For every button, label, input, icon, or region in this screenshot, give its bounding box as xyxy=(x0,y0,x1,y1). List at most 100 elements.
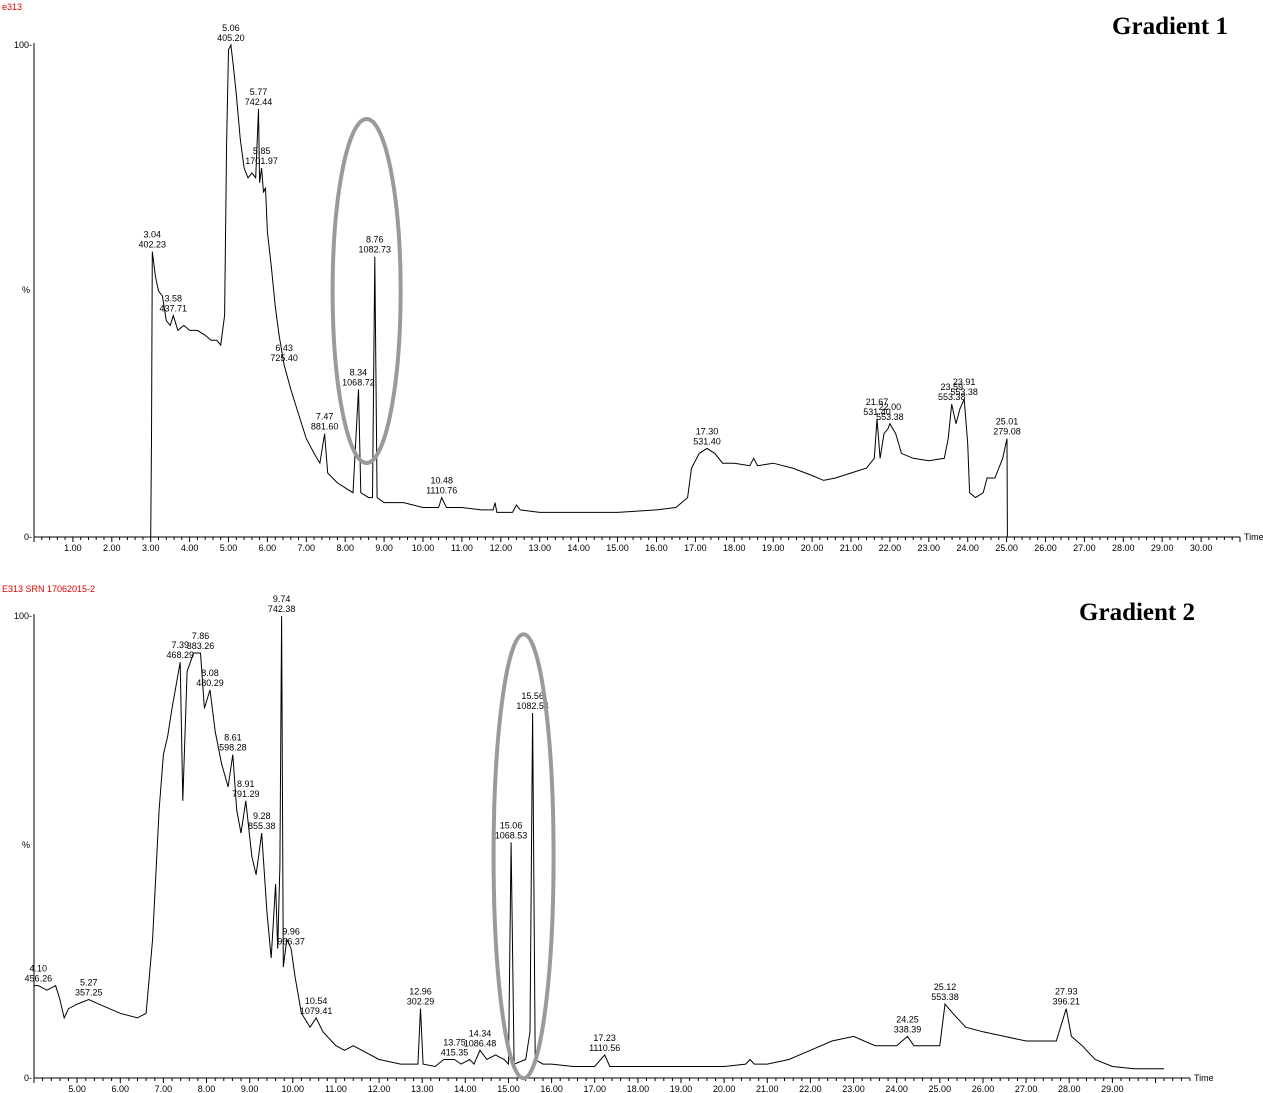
x-tick-marks xyxy=(33,537,1241,542)
peak-mass: 725.40 xyxy=(270,353,298,363)
peak-label: 25.01 279.08 xyxy=(993,417,1021,437)
x-tick-label: 13.00 xyxy=(411,1084,434,1093)
x-tick-label: 19.00 xyxy=(762,543,785,553)
y-axis-label: % xyxy=(22,840,30,850)
peak-label: 9.74 742.38 xyxy=(268,594,296,614)
peak-mass: 531.40 xyxy=(693,436,721,446)
peak-label: 8.76 1082.73 xyxy=(359,235,392,255)
peak-label: 5.85 1701.97 xyxy=(245,146,278,166)
x-tick-label: 23.00 xyxy=(842,1084,865,1093)
peak-mass: 791.29 xyxy=(232,789,260,799)
peak-label: 9.96 966.37 xyxy=(277,927,305,947)
peak-mass: 468.29 xyxy=(166,650,194,660)
peak-mass: 402.23 xyxy=(139,240,167,250)
peak-mass: 396.21 xyxy=(1052,997,1080,1007)
peak-label: 17.23 1110.56 xyxy=(589,1033,620,1053)
x-tick-label: 30.00 xyxy=(1190,543,1213,553)
peak-label: 15.56 1082.54 xyxy=(516,691,549,711)
peak-retention-time: 9.96 xyxy=(282,927,300,937)
peak-retention-time: 25.12 xyxy=(934,982,957,992)
x-tick-label: 5.00 xyxy=(220,543,238,553)
chart-header-label: E313 SRN 17062015-2 xyxy=(2,584,95,594)
peak-retention-time: 23.59 xyxy=(940,382,963,392)
chromatogram-trace xyxy=(34,615,1165,1070)
peak-mass: 480.29 xyxy=(196,678,224,688)
highlight-ellipse xyxy=(491,632,556,1081)
peak-retention-time: 7.86 xyxy=(192,631,210,641)
x-tick-label: 10.00 xyxy=(282,1084,305,1093)
y-tick-label: 100- xyxy=(14,40,32,50)
peak-mass: 553.38 xyxy=(876,412,904,422)
peak-mass: 742.44 xyxy=(245,97,273,107)
peak-retention-time: 10.48 xyxy=(430,476,453,486)
x-tick-label: 2.00 xyxy=(103,543,121,553)
peak-retention-time: 9.28 xyxy=(253,811,271,821)
peak-retention-time: 5.85 xyxy=(253,146,271,156)
x-tick-label: 25.00 xyxy=(929,1084,952,1093)
peak-label: 5.77 742.44 xyxy=(245,87,273,107)
x-tick-label: 21.00 xyxy=(840,543,863,553)
peak-mass: 1082.54 xyxy=(516,701,549,711)
y-axis-label: % xyxy=(22,285,30,295)
peak-label: 3.04 402.23 xyxy=(139,230,167,250)
peak-label: 23.91 553.38 xyxy=(950,377,978,397)
peak-retention-time: 22.00 xyxy=(879,402,902,412)
peak-retention-time: 17.23 xyxy=(593,1033,616,1043)
peak-label: 10.54 1079.41 xyxy=(300,996,333,1016)
x-tick-label: 20.00 xyxy=(801,543,824,553)
peak-mass: 966.37 xyxy=(277,937,305,947)
peak-label: 6.43 725.40 xyxy=(270,343,298,363)
x-tick-label: 18.00 xyxy=(627,1084,650,1093)
peak-label: 13.75 415.35 xyxy=(441,1038,469,1058)
peak-mass: 855.38 xyxy=(248,821,276,831)
x-tick-label: 13.00 xyxy=(528,543,551,553)
chart-header-label: e313 xyxy=(2,2,22,12)
x-tick-label: 28.00 xyxy=(1058,1084,1081,1093)
peak-label: 8.91 791.29 xyxy=(232,779,260,799)
peak-mass: 415.35 xyxy=(441,1048,469,1058)
x-axis-label: Time xyxy=(1244,532,1263,542)
x-tick-label: 17.00 xyxy=(583,1084,606,1093)
peak-mass: 1082.73 xyxy=(359,245,392,255)
peak-label: 7.86 383.26 xyxy=(187,631,215,651)
y-tick-label: 0- xyxy=(24,532,32,542)
peak-mass: 338.39 xyxy=(894,1024,922,1034)
peak-mass: 456.26 xyxy=(25,974,53,984)
peak-retention-time: 6.43 xyxy=(275,343,293,353)
peak-mass: 405.20 xyxy=(217,33,245,43)
peak-mass: 553.38 xyxy=(950,387,978,397)
x-tick-label: 16.00 xyxy=(540,1084,563,1093)
x-tick-label: 7.00 xyxy=(155,1084,173,1093)
peak-mass: 1068.72 xyxy=(342,377,375,387)
x-tick-label: 29.00 xyxy=(1101,1084,1124,1093)
x-tick-label: 26.00 xyxy=(972,1084,995,1093)
x-tick-label: 15.00 xyxy=(497,1084,520,1093)
peak-mass: 1086.48 xyxy=(464,1038,497,1048)
peak-label: 22.00 553.38 xyxy=(876,402,904,422)
peak-mass: 279.08 xyxy=(993,427,1021,437)
peak-label: 12.96 302.29 xyxy=(407,987,435,1007)
x-tick-label: 12.00 xyxy=(368,1084,391,1093)
peak-retention-time: 25.01 xyxy=(996,417,1019,427)
x-tick-label: 24.00 xyxy=(885,1084,908,1093)
x-tick-label: 8.00 xyxy=(336,543,354,553)
peak-label: 3.58 437.71 xyxy=(160,294,188,314)
peak-mass: 302.29 xyxy=(407,997,435,1007)
peak-mass: 742.38 xyxy=(268,604,296,614)
x-tick-label: 29.00 xyxy=(1151,543,1174,553)
peak-label: 8.34 1068.72 xyxy=(342,367,375,387)
chart-g2: E313 SRN 17062015-2 Gradient 2 0- 100-% Time… xyxy=(2,584,1214,1093)
peak-label: 5.27 357.25 xyxy=(75,977,103,997)
x-tick-label: 6.00 xyxy=(259,543,277,553)
peak-retention-time: 5.06 xyxy=(222,23,240,33)
peak-retention-time: 3.04 xyxy=(144,230,162,240)
x-tick-label: 18.00 xyxy=(723,543,746,553)
peak-retention-time: 7.39 xyxy=(171,640,189,650)
peak-retention-time: 10.54 xyxy=(305,996,328,1006)
peak-mass: 437.71 xyxy=(160,304,188,314)
peak-label: 25.12 553.38 xyxy=(931,982,959,1002)
x-tick-label: 14.00 xyxy=(567,543,590,553)
x-tick-label: 19.00 xyxy=(670,1084,693,1093)
peak-retention-time: 8.61 xyxy=(224,733,242,743)
chart-title: Gradient 1 xyxy=(1112,13,1228,40)
